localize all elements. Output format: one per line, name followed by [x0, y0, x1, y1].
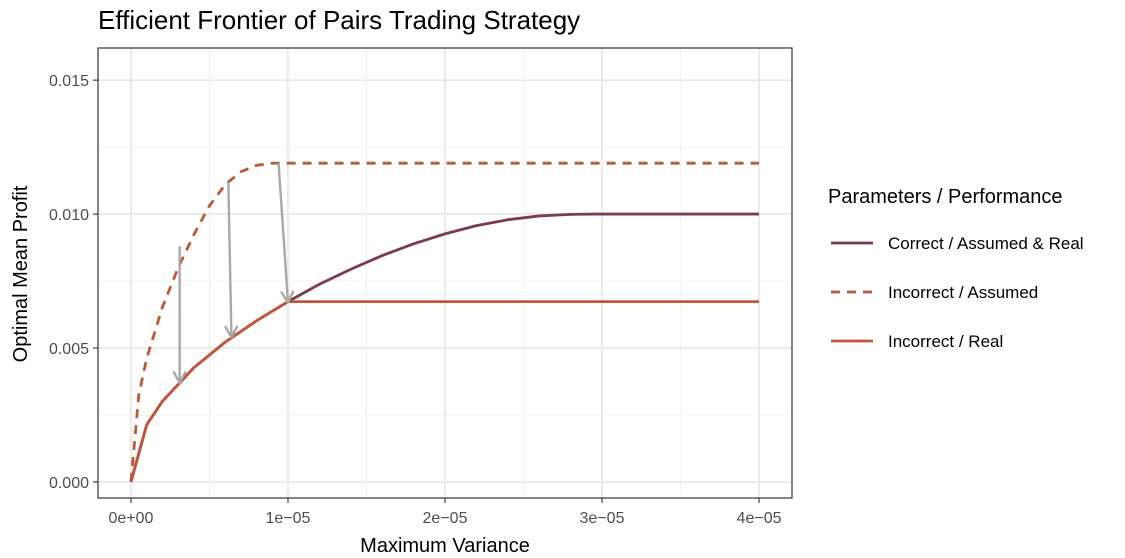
x-axis: 0e+00 1e−05 2e−05 3e−05 4e−05 [109, 498, 782, 527]
x-tick-label: 1e−05 [266, 510, 311, 527]
arrow-shaft [277, 163, 290, 303]
arrow-head [172, 371, 187, 385]
legend-label-0: Correct / Assumed & Real [888, 234, 1084, 253]
y-tick-label: 0.005 [49, 341, 89, 358]
legend-title: Parameters / Performance [828, 186, 1063, 208]
y-tick-label: 0.000 [49, 475, 89, 492]
arrow-shaft [227, 181, 233, 338]
legend-label-2: Incorrect / Real [888, 332, 1003, 351]
x-tick-label: 0e+00 [109, 510, 154, 527]
y-axis-label: Optimal Mean Profit [10, 185, 32, 362]
y-tick-label: 0.010 [49, 207, 89, 224]
x-tick-label: 2e−05 [423, 510, 468, 527]
legend: Parameters / Performance Correct / Assum… [828, 186, 1084, 351]
series-line-1 [129, 161, 760, 483]
x-axis-label: Maximum Variance [360, 535, 530, 557]
arrow-head [224, 325, 239, 339]
grid-major [98, 48, 792, 498]
chart-title: Efficient Frontier of Pairs Trading Stra… [98, 5, 580, 35]
arrow-layer [172, 163, 295, 385]
x-tick-label: 3e−05 [580, 510, 625, 527]
y-axis: 0.000 0.005 0.010 0.015 [49, 73, 98, 492]
arrow-head [280, 290, 295, 304]
y-tick-label: 0.015 [49, 73, 89, 90]
plot-panel [97, 47, 793, 499]
legend-label-1: Incorrect / Assumed [888, 283, 1038, 302]
x-tick-label: 4e−05 [737, 510, 782, 527]
